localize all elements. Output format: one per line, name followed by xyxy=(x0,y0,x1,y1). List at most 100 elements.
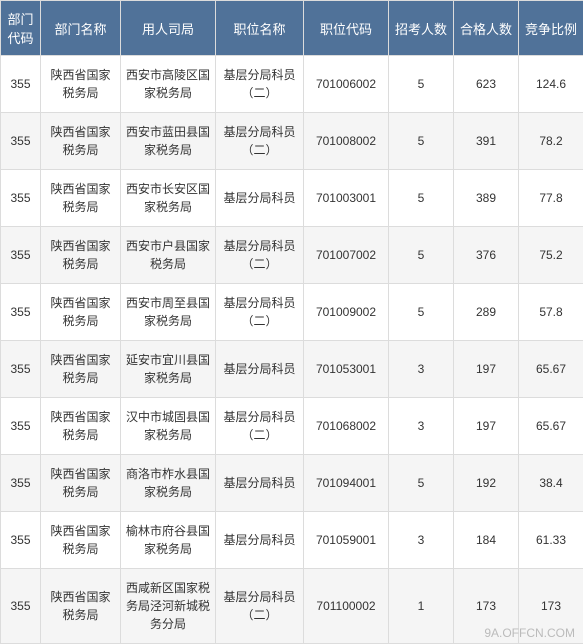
table-cell: 5 xyxy=(389,56,454,113)
table-cell: 陕西省国家税务局 xyxy=(41,56,121,113)
table-cell: 355 xyxy=(1,512,41,569)
table-cell: 西安市长安区国家税务局 xyxy=(121,170,216,227)
table-cell: 5 xyxy=(389,170,454,227)
header-cell: 职位名称 xyxy=(216,1,304,56)
table-cell: 陕西省国家税务局 xyxy=(41,569,121,644)
table-cell: 3 xyxy=(389,512,454,569)
table-cell: 623 xyxy=(454,56,519,113)
table-cell: 陕西省国家税务局 xyxy=(41,341,121,398)
table-cell: 5 xyxy=(389,113,454,170)
table-cell: 陕西省国家税务局 xyxy=(41,398,121,455)
table-row: 355陕西省国家税务局商洛市柞水县国家税务局基层分局科员701094001519… xyxy=(1,455,583,512)
table-cell: 355 xyxy=(1,569,41,644)
table-row: 355陕西省国家税务局延安市宜川县国家税务局基层分局科员701053001319… xyxy=(1,341,583,398)
table-cell: 榆林市府谷县国家税务局 xyxy=(121,512,216,569)
table-cell: 197 xyxy=(454,341,519,398)
table-cell: 124.6 xyxy=(519,56,583,113)
table-cell: 61.33 xyxy=(519,512,583,569)
table-cell: 38.4 xyxy=(519,455,583,512)
table-cell: 355 xyxy=(1,398,41,455)
table-cell: 77.8 xyxy=(519,170,583,227)
header-row: 部门代码 部门名称 用人司局 职位名称 职位代码 招考人数 合格人数 竞争比例 xyxy=(1,1,583,56)
table-body: 355陕西省国家税务局西安市高陵区国家税务局基层分局科员（二）701006002… xyxy=(1,56,583,644)
table-cell: 78.2 xyxy=(519,113,583,170)
table-cell: 西咸新区国家税务局泾河新城税务分局 xyxy=(121,569,216,644)
header-cell: 部门代码 xyxy=(1,1,41,56)
table-cell: 701059001 xyxy=(304,512,389,569)
table-cell: 701094001 xyxy=(304,455,389,512)
table-cell: 陕西省国家税务局 xyxy=(41,512,121,569)
table-cell: 基层分局科员 xyxy=(216,455,304,512)
table-cell: 192 xyxy=(454,455,519,512)
table-cell: 355 xyxy=(1,170,41,227)
table-cell: 701003001 xyxy=(304,170,389,227)
watermark-text: 9A.OFFCN.COM xyxy=(484,626,575,640)
table-cell: 289 xyxy=(454,284,519,341)
table-cell: 西安市高陵区国家税务局 xyxy=(121,56,216,113)
table-cell: 701100002 xyxy=(304,569,389,644)
table-cell: 基层分局科员（二） xyxy=(216,569,304,644)
table-container: 部门代码 部门名称 用人司局 职位名称 职位代码 招考人数 合格人数 竞争比例 … xyxy=(0,0,583,644)
table-cell: 基层分局科员（二） xyxy=(216,284,304,341)
table-cell: 355 xyxy=(1,227,41,284)
table-row: 355陕西省国家税务局汉中市城固县国家税务局基层分局科员（二）701068002… xyxy=(1,398,583,455)
table-cell: 延安市宜川县国家税务局 xyxy=(121,341,216,398)
table-cell: 701009002 xyxy=(304,284,389,341)
table-cell: 西安市户县国家税务局 xyxy=(121,227,216,284)
table-cell: 5 xyxy=(389,227,454,284)
table-cell: 陕西省国家税务局 xyxy=(41,284,121,341)
table-cell: 基层分局科员（二） xyxy=(216,398,304,455)
table-cell: 5 xyxy=(389,455,454,512)
header-cell: 合格人数 xyxy=(454,1,519,56)
table-cell: 3 xyxy=(389,398,454,455)
table-cell: 基层分局科员（二） xyxy=(216,227,304,284)
table-row: 355陕西省国家税务局西安市户县国家税务局基层分局科员（二）7010070025… xyxy=(1,227,583,284)
table-cell: 355 xyxy=(1,56,41,113)
table-cell: 701006002 xyxy=(304,56,389,113)
table-cell: 基层分局科员 xyxy=(216,341,304,398)
table-cell: 基层分局科员（二） xyxy=(216,113,304,170)
table-cell: 65.67 xyxy=(519,341,583,398)
header-cell: 用人司局 xyxy=(121,1,216,56)
header-cell: 招考人数 xyxy=(389,1,454,56)
data-table: 部门代码 部门名称 用人司局 职位名称 职位代码 招考人数 合格人数 竞争比例 … xyxy=(0,0,583,644)
table-cell: 197 xyxy=(454,398,519,455)
table-cell: 701008002 xyxy=(304,113,389,170)
table-cell: 汉中市城固县国家税务局 xyxy=(121,398,216,455)
table-cell: 355 xyxy=(1,284,41,341)
table-cell: 基层分局科员 xyxy=(216,170,304,227)
table-cell: 陕西省国家税务局 xyxy=(41,227,121,284)
table-row: 355陕西省国家税务局西安市高陵区国家税务局基层分局科员（二）701006002… xyxy=(1,56,583,113)
table-cell: 西安市周至县国家税务局 xyxy=(121,284,216,341)
table-cell: 陕西省国家税务局 xyxy=(41,455,121,512)
table-row: 355陕西省国家税务局西安市周至县国家税务局基层分局科员（二）701009002… xyxy=(1,284,583,341)
header-cell: 竞争比例 xyxy=(519,1,583,56)
table-cell: 389 xyxy=(454,170,519,227)
table-cell: 商洛市柞水县国家税务局 xyxy=(121,455,216,512)
header-cell: 部门名称 xyxy=(41,1,121,56)
table-cell: 65.67 xyxy=(519,398,583,455)
table-cell: 355 xyxy=(1,113,41,170)
table-cell: 355 xyxy=(1,455,41,512)
table-cell: 701068002 xyxy=(304,398,389,455)
table-cell: 3 xyxy=(389,341,454,398)
table-cell: 184 xyxy=(454,512,519,569)
table-cell: 701007002 xyxy=(304,227,389,284)
table-cell: 376 xyxy=(454,227,519,284)
table-cell: 355 xyxy=(1,341,41,398)
table-cell: 75.2 xyxy=(519,227,583,284)
table-cell: 391 xyxy=(454,113,519,170)
table-row: 355陕西省国家税务局西安市长安区国家税务局基层分局科员701003001538… xyxy=(1,170,583,227)
table-cell: 5 xyxy=(389,284,454,341)
table-cell: 基层分局科员 xyxy=(216,512,304,569)
table-row: 355陕西省国家税务局西安市蓝田县国家税务局基层分局科员（二）701008002… xyxy=(1,113,583,170)
table-cell: 基层分局科员（二） xyxy=(216,56,304,113)
table-header: 部门代码 部门名称 用人司局 职位名称 职位代码 招考人数 合格人数 竞争比例 xyxy=(1,1,583,56)
table-cell: 57.8 xyxy=(519,284,583,341)
table-cell: 陕西省国家税务局 xyxy=(41,170,121,227)
table-row: 355陕西省国家税务局榆林市府谷县国家税务局基层分局科员701059001318… xyxy=(1,512,583,569)
table-cell: 1 xyxy=(389,569,454,644)
table-cell: 西安市蓝田县国家税务局 xyxy=(121,113,216,170)
header-cell: 职位代码 xyxy=(304,1,389,56)
table-cell: 701053001 xyxy=(304,341,389,398)
